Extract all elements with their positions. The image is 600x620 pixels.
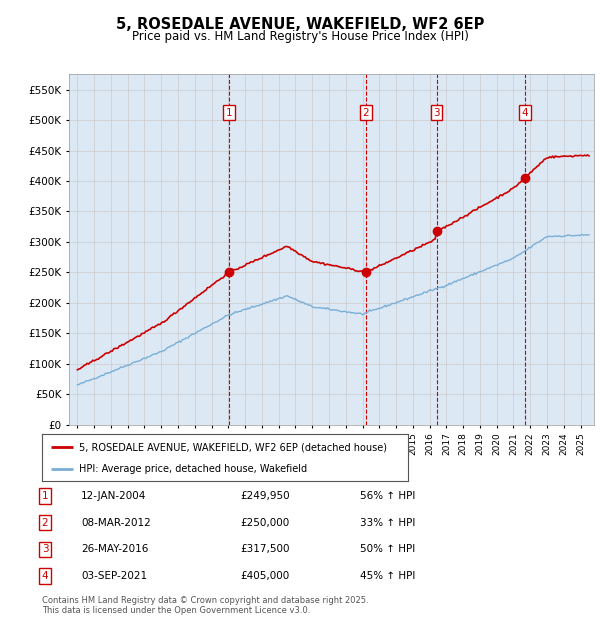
Text: Contains HM Land Registry data © Crown copyright and database right 2025.
This d: Contains HM Land Registry data © Crown c… bbox=[42, 596, 368, 615]
Text: 50% ↑ HPI: 50% ↑ HPI bbox=[360, 544, 415, 554]
Text: 03-SEP-2021: 03-SEP-2021 bbox=[81, 571, 147, 581]
Text: 26-MAY-2016: 26-MAY-2016 bbox=[81, 544, 148, 554]
Text: £249,950: £249,950 bbox=[240, 491, 290, 501]
Text: 5, ROSEDALE AVENUE, WAKEFIELD, WF2 6EP (detached house): 5, ROSEDALE AVENUE, WAKEFIELD, WF2 6EP (… bbox=[79, 442, 386, 452]
Text: 3: 3 bbox=[433, 108, 440, 118]
Text: 33% ↑ HPI: 33% ↑ HPI bbox=[360, 518, 415, 528]
Text: 2: 2 bbox=[362, 108, 369, 118]
Text: 1: 1 bbox=[226, 108, 232, 118]
Text: 1: 1 bbox=[41, 491, 49, 501]
Text: £317,500: £317,500 bbox=[240, 544, 290, 554]
Text: £405,000: £405,000 bbox=[240, 571, 289, 581]
Text: 08-MAR-2012: 08-MAR-2012 bbox=[81, 518, 151, 528]
Text: 56% ↑ HPI: 56% ↑ HPI bbox=[360, 491, 415, 501]
Text: 5, ROSEDALE AVENUE, WAKEFIELD, WF2 6EP: 5, ROSEDALE AVENUE, WAKEFIELD, WF2 6EP bbox=[116, 17, 484, 32]
Text: 4: 4 bbox=[521, 108, 528, 118]
Text: 12-JAN-2004: 12-JAN-2004 bbox=[81, 491, 146, 501]
Text: 3: 3 bbox=[41, 544, 49, 554]
Text: £250,000: £250,000 bbox=[240, 518, 289, 528]
Text: HPI: Average price, detached house, Wakefield: HPI: Average price, detached house, Wake… bbox=[79, 464, 307, 474]
Text: Price paid vs. HM Land Registry's House Price Index (HPI): Price paid vs. HM Land Registry's House … bbox=[131, 30, 469, 43]
Text: 2: 2 bbox=[41, 518, 49, 528]
Text: 45% ↑ HPI: 45% ↑ HPI bbox=[360, 571, 415, 581]
Text: 4: 4 bbox=[41, 571, 49, 581]
